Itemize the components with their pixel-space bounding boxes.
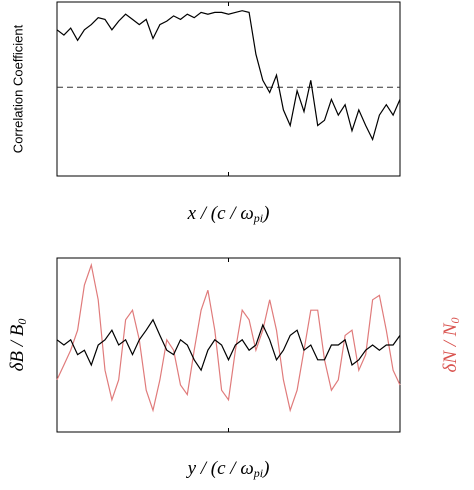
subscript: pi: [253, 211, 263, 225]
label-part: δN / N: [440, 322, 461, 372]
x-axis-label: y / (c / ωpi): [186, 458, 270, 479]
data-line: [56, 318, 401, 372]
plot-frame: [56, 1, 401, 177]
data-line: [56, 262, 401, 413]
panel: x / (c / ωpi) Correlation Coefficient: [10, 1, 401, 225]
y-axis-label: δB / B0: [7, 319, 28, 372]
label-part: δB / B: [7, 324, 28, 371]
subscript: 0: [448, 318, 462, 324]
subscript: pi: [253, 466, 263, 480]
data-line: [56, 10, 401, 142]
label-part: y / (c / ω: [186, 458, 254, 479]
y2-axis-label: δN / N0: [440, 318, 461, 373]
x-axis-label: x / (c / ωpi): [187, 203, 270, 224]
label-part: ): [262, 203, 269, 224]
subscript: 0: [15, 319, 29, 325]
label-part: ): [262, 458, 269, 479]
y-axis-label: Correlation Coefficient: [10, 24, 25, 153]
label-part: x / (c / ω: [187, 203, 254, 224]
plot-frame: [56, 257, 401, 433]
